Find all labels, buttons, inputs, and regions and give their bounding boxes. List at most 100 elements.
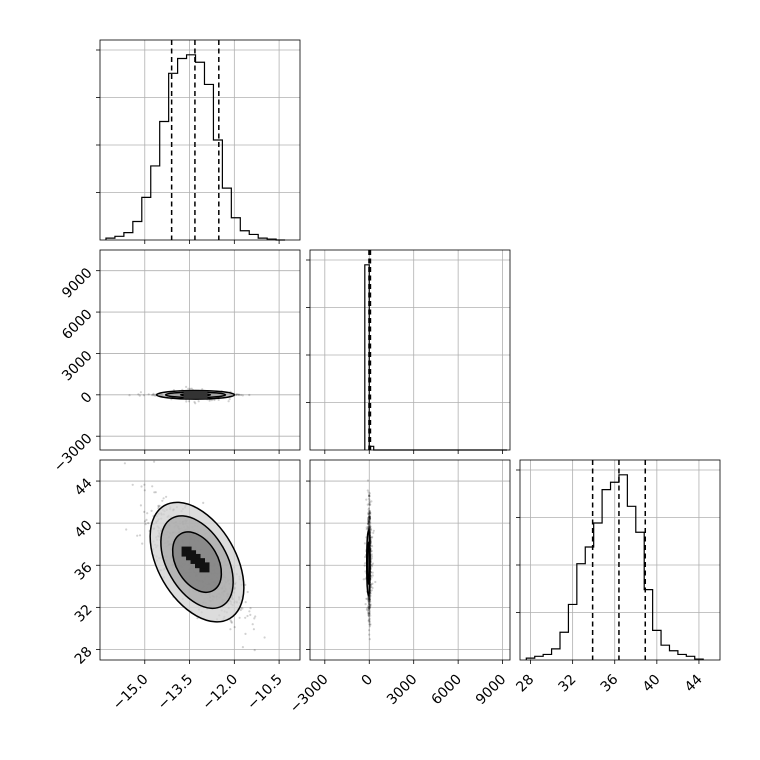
pair-1-2-point: [369, 603, 372, 606]
pair-1-2-point: [370, 536, 373, 539]
pair-1-2-point: [367, 497, 371, 500]
pair-0-2-point: [254, 615, 257, 618]
pair-1-2-point: [368, 518, 371, 521]
pair-1-2-point: [367, 519, 371, 523]
pair-1-2-point: [362, 578, 365, 581]
pair-1-2-point: [367, 507, 371, 510]
pair-0-1-point: [128, 394, 131, 397]
pair-1-2-point: [365, 526, 368, 529]
pair-1-2-frame: [309, 459, 511, 661]
pair-1-2-point: [367, 520, 371, 523]
pair-1-2-point: [368, 503, 371, 506]
pair-1-2-point: [369, 528, 372, 531]
pair-1-2-point: [367, 600, 370, 603]
hist-0-steps: [105, 54, 286, 241]
pair-0-1-point: [201, 388, 204, 391]
pair-1-2-point: [367, 526, 370, 530]
pair-1-2-point: [363, 562, 367, 565]
pair-1-2-point: [368, 633, 371, 636]
pair-0-2-point: [141, 542, 144, 545]
pair-1-2-point: [368, 611, 371, 614]
pair-1-2-point: [366, 596, 370, 599]
pair-0-2-point: [157, 505, 160, 508]
pair-1-2-point: [368, 515, 371, 518]
pair-1-2-point: [367, 598, 370, 601]
pair-0-1-point: [248, 393, 251, 397]
pair-1-2-point: [368, 598, 371, 602]
pair-0-2-frame: [99, 459, 301, 661]
pair-0-1-point: [151, 394, 154, 397]
pair-1-2-point: [367, 613, 370, 616]
pair-1-2-point: [368, 493, 371, 496]
pair-1-2-point: [368, 527, 371, 530]
pair-1-2-point: [367, 599, 370, 602]
pair-0-2-point: [162, 497, 165, 500]
pair-0-2-point: [246, 590, 249, 594]
pair-0-2-point: [230, 620, 233, 623]
pair-1-2-point: [367, 520, 370, 523]
pair-1-2-point: [364, 603, 367, 606]
pair-0-1-point: [189, 387, 192, 390]
pair-1-2-point: [368, 512, 371, 515]
pair-1-2-point: [368, 503, 371, 507]
pair-1-2-point: [368, 526, 372, 529]
pair-1-2-point: [368, 629, 371, 632]
pair-1-2-point: [368, 605, 371, 608]
pair-1-2-point: [367, 607, 370, 611]
pair-1-2-point: [365, 498, 368, 501]
pair-1-2-point: [368, 512, 371, 515]
pair-1-2-point: [367, 491, 370, 494]
pair-0-2-point: [153, 460, 156, 463]
pair-1-2-point: [370, 553, 373, 556]
pair-1-2-point: [369, 623, 372, 626]
pair-1-2-point: [369, 614, 372, 617]
pair-1-2-point: [365, 608, 368, 611]
pair-1-2-point: [368, 596, 371, 599]
pair-1-2-point: [368, 599, 371, 602]
pair-1-2-point: [368, 638, 371, 641]
pair-1-2-point: [370, 500, 373, 503]
pair-0-1-point: [210, 399, 213, 402]
pair-0-1-point: [187, 400, 191, 403]
pair-0-1-point: [147, 393, 150, 396]
pair-1-2-point: [368, 502, 371, 505]
pair-1-2-point: [368, 597, 371, 600]
pair-0-2-point: [241, 607, 244, 610]
pair-1-2-point: [367, 522, 370, 525]
pair-1-2-point: [369, 590, 372, 593]
pair-1-2-point: [369, 522, 372, 525]
pair-1-2-point: [365, 528, 368, 531]
pair-1-2-point: [368, 596, 371, 599]
pair-1-2-point: [366, 522, 369, 526]
pair-0-1-point: [236, 393, 239, 396]
pair-1-2-point: [367, 518, 370, 521]
pair-0-2-point: [253, 617, 256, 620]
pair-1-2-point: [369, 525, 372, 528]
pair-1-2-point: [368, 625, 371, 628]
pair-0-2-point: [150, 509, 153, 512]
pair-0-2-point: [165, 495, 168, 498]
pair-1-2-point: [368, 602, 371, 605]
pair-1-2-point: [367, 600, 370, 603]
pair-1-2-point: [370, 565, 374, 568]
pair-0-2-contour-2: [149, 501, 245, 623]
pair-1-2-point: [368, 619, 371, 622]
pair-1-2-point: [367, 512, 370, 516]
pair-1-2-point: [368, 517, 372, 520]
pair-0-2-point: [138, 534, 142, 537]
pair-1-2-point: [369, 605, 372, 608]
pair-0-2-point: [239, 608, 242, 612]
pair-0-2-content: [123, 460, 266, 652]
pair-0-1-point: [185, 400, 188, 403]
pair-1-2-point: [369, 531, 372, 534]
pair-0-1-point: [138, 394, 141, 397]
pair-1-2-point: [368, 501, 372, 504]
pair-0-1-point: [152, 393, 155, 396]
pair-1-2-point: [368, 610, 371, 613]
pair-0-1-point: [197, 400, 200, 403]
pair-1-2-point: [368, 526, 372, 529]
hist-panel-1: [306, 249, 511, 454]
pair-1-2-point: [368, 515, 371, 519]
pair-0-1-point: [208, 399, 211, 402]
pair-1-2-point: [368, 599, 371, 602]
